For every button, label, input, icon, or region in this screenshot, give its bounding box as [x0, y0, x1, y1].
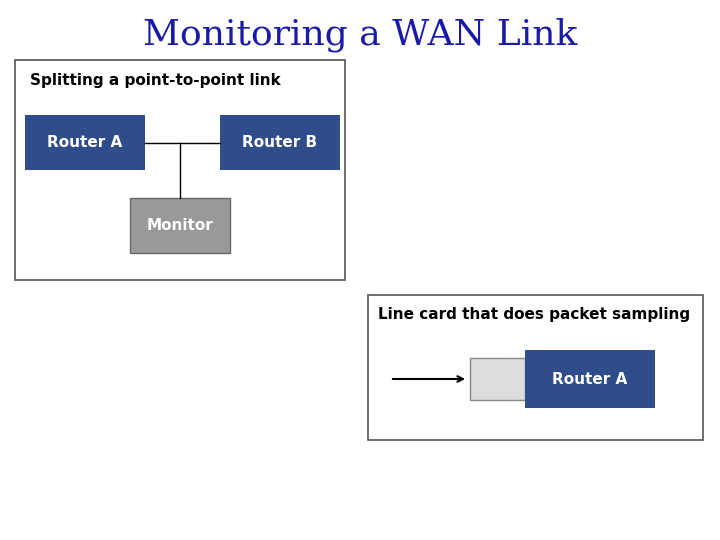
- Bar: [25, 115, 145, 170]
- Bar: [470, 358, 525, 400]
- Bar: [525, 350, 655, 408]
- Text: Router B: Router B: [243, 135, 318, 150]
- Text: Router A: Router A: [552, 372, 628, 387]
- Text: Monitoring a WAN Link: Monitoring a WAN Link: [143, 18, 577, 52]
- Text: Router A: Router A: [48, 135, 122, 150]
- Bar: [368, 295, 703, 440]
- Text: Monitor: Monitor: [147, 218, 213, 233]
- Bar: [130, 198, 230, 253]
- Text: Splitting a point-to-point link: Splitting a point-to-point link: [30, 72, 281, 87]
- Bar: [15, 60, 345, 280]
- Text: Line card that does packet sampling: Line card that does packet sampling: [378, 307, 690, 322]
- Bar: [220, 115, 340, 170]
